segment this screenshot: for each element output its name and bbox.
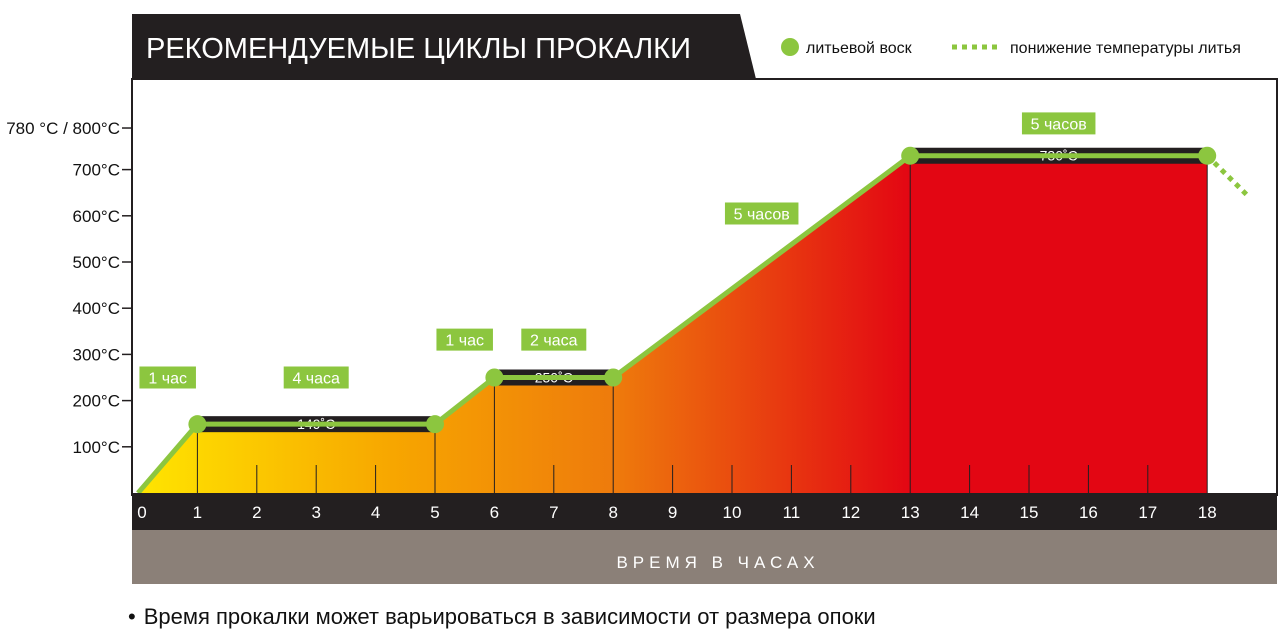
- y-tick-label-4: 500°C: [73, 253, 120, 272]
- x-tick-label-17: 17: [1138, 503, 1157, 522]
- duration-badge-1: [283, 366, 349, 389]
- x-tick-label-10: 10: [723, 503, 742, 522]
- duration-badge-3: [521, 328, 587, 351]
- x-tick-label-1: 1: [193, 503, 202, 522]
- duration-label-4: 5 часов: [734, 206, 790, 223]
- y-tick-label-3: 400°C: [73, 299, 120, 318]
- data-point-0: [188, 415, 207, 434]
- legend-label-cooldown: понижение температуры литья: [1010, 40, 1241, 57]
- x-tick-label-3: 3: [311, 503, 320, 522]
- x-tick-label-14: 14: [960, 503, 979, 522]
- x-tick-label-9: 9: [668, 503, 677, 522]
- x-tick-label-5: 5: [430, 503, 439, 522]
- duration-label-5: 5 часов: [1031, 116, 1087, 133]
- x-tick-label-13: 13: [901, 503, 920, 522]
- data-point-3: [604, 368, 623, 387]
- x-tick-label-15: 15: [1020, 503, 1039, 522]
- x-tick-label-12: 12: [841, 503, 860, 522]
- duration-label-1: 4 часа: [292, 371, 340, 388]
- duration-label-2: 1 час: [445, 333, 484, 350]
- legend-dot-icon: [781, 38, 799, 56]
- y-tick-label-2: 300°C: [73, 345, 120, 364]
- duration-badge-2: [436, 328, 493, 351]
- data-point-4: [901, 146, 920, 165]
- x-tick-label-6: 6: [490, 503, 499, 522]
- data-point-1: [426, 415, 444, 434]
- footnote: • Время прокалки может варьироваться в за…: [128, 604, 876, 630]
- title-band: [132, 14, 756, 79]
- duration-label-3: 2 часа: [530, 333, 578, 350]
- x-label-band: [132, 530, 1277, 584]
- duration-badge-0: [139, 366, 196, 389]
- y-tick-label-1: 200°C: [73, 392, 120, 411]
- y-tick-label-5: 600°C: [73, 207, 120, 226]
- y-tick-label-0: 100°C: [73, 438, 120, 457]
- footnote-bullet: •: [128, 604, 136, 629]
- y-tick-label-6: 700°C: [73, 161, 120, 180]
- x-tick-label-16: 16: [1079, 503, 1098, 522]
- duration-label-0: 1 час: [148, 371, 187, 388]
- x-tick-label-2: 2: [252, 503, 261, 522]
- chart: РЕКОМЕНДУЕМЫЕ ЦИКЛЫ ПРОКАЛКИ литьевой вос…: [6, 14, 1278, 584]
- duration-badge-5: [1021, 112, 1096, 135]
- chart-title: РЕКОМЕНДУЕМЫЕ ЦИКЛЫ ПРОКАЛКИ: [146, 33, 691, 65]
- legend-label-wax: литьевой воск: [806, 40, 913, 57]
- y-tick-label-7: 780 °C / 800°C: [6, 119, 120, 138]
- x-tick-label-8: 8: [608, 503, 617, 522]
- footnote-text: Время прокалки может варьироваться в зав…: [143, 604, 876, 629]
- x-axis-title: ВРЕМЯ В ЧАСАХ: [616, 553, 819, 572]
- duration-badge-4: [724, 202, 799, 225]
- x-tick-label-0: 0: [137, 503, 146, 522]
- x-tick-label-11: 11: [783, 503, 801, 522]
- hold-area-730: [910, 155, 1208, 494]
- x-tick-label-7: 7: [549, 503, 558, 522]
- x-axis-band: [132, 493, 1277, 530]
- x-tick-label-4: 4: [371, 503, 380, 522]
- x-tick-label-18: 18: [1198, 503, 1217, 522]
- data-point-5: [1198, 146, 1217, 165]
- data-point-2: [485, 368, 504, 387]
